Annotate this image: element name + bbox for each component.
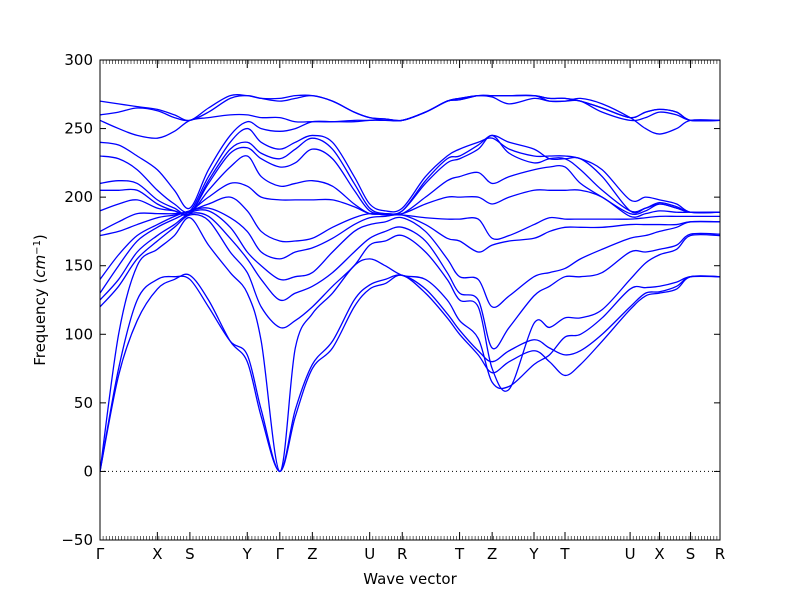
- y-axis-title-main: Frequency: [31, 288, 49, 366]
- y-axis-title: Frequency (cm−1): [31, 234, 49, 366]
- x-tick-label: Z: [487, 545, 497, 563]
- x-tick-label: T: [559, 545, 570, 563]
- x-tick-label: Γ: [276, 545, 285, 563]
- band-series-layer: [100, 93, 720, 473]
- y-tick-label: −50: [61, 531, 93, 549]
- x-tick-label: Y: [242, 545, 253, 563]
- x-tick-label: X: [654, 545, 664, 563]
- y-tick-label: 150: [64, 257, 93, 275]
- y-tick-label: 250: [64, 120, 93, 138]
- band-line-4: [100, 213, 720, 392]
- plot-frame: [99, 59, 721, 541]
- y-tick-label: 100: [64, 325, 93, 343]
- band-line-2: [100, 274, 720, 473]
- band-line-12: [100, 134, 720, 216]
- band-line-6: [100, 209, 720, 309]
- band-line-5: [100, 212, 720, 350]
- x-tick-label: U: [625, 545, 636, 563]
- minor-ticks: [99, 60, 721, 540]
- band-line-13: [100, 127, 720, 214]
- x-tick-label: T: [454, 545, 465, 563]
- y-axis-unit-base: cm: [31, 255, 49, 278]
- x-tick-label: S: [686, 545, 696, 563]
- band-line-17: [100, 93, 720, 122]
- x-tick-label: U: [364, 545, 375, 563]
- x-tick-label: R: [397, 545, 407, 563]
- x-tick-label: X: [152, 545, 162, 563]
- y-tick-label: 0: [83, 462, 93, 480]
- x-tick-label: Z: [307, 545, 317, 563]
- y-axis-title-close-paren: ): [31, 234, 49, 240]
- y-axis-unit-exponent: −1: [32, 240, 43, 255]
- x-tick-label: R: [715, 545, 725, 563]
- x-tick-label: Γ: [96, 545, 105, 563]
- y-axis: −50 0 50 100 150 200 250 300: [61, 51, 720, 549]
- x-tick-label: S: [185, 545, 195, 563]
- x-tick-label: Y: [528, 545, 539, 563]
- plot-background: [100, 60, 720, 540]
- y-tick-label: 50: [74, 394, 93, 412]
- band-line-10: [100, 155, 720, 216]
- band-line-3: [100, 217, 720, 473]
- y-tick-label: 200: [64, 188, 93, 206]
- x-axis-title: Wave vector: [363, 570, 457, 588]
- band-line-8: [100, 196, 720, 243]
- y-axis-title-open-paren: (: [31, 278, 49, 289]
- y-tick-label: 300: [64, 51, 93, 69]
